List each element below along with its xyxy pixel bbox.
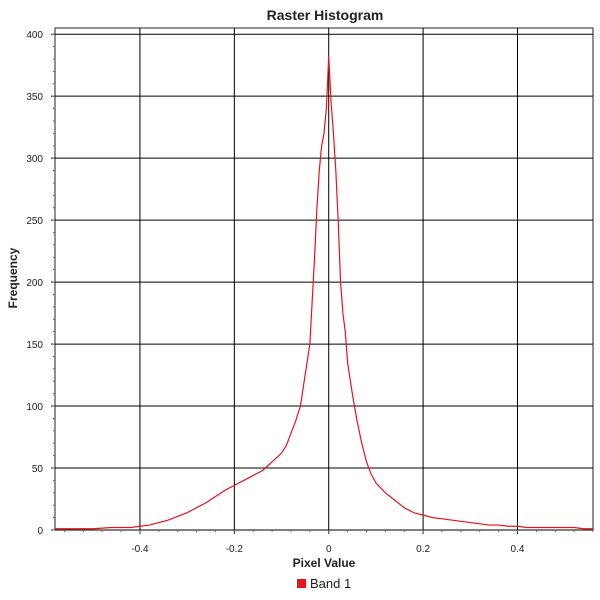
- x-axis-label: Pixel Value: [293, 556, 356, 570]
- legend: Band 1: [297, 576, 351, 591]
- chart-title: Raster Histogram: [267, 7, 384, 23]
- plot-area: [54, 27, 594, 531]
- y-tick-label: 100: [26, 402, 43, 413]
- legend-swatch-band-1: [297, 579, 306, 588]
- y-tick-label: 0: [37, 526, 43, 537]
- y-tick-label: 300: [26, 154, 43, 165]
- y-tick-label: 150: [26, 340, 43, 351]
- x-tick-label: 0.2: [416, 544, 430, 555]
- x-tick-label: -0.4: [131, 544, 149, 555]
- y-axis-ticks: 0 50 100 150 200 250 300 350 400: [26, 30, 55, 537]
- x-tick-label: 0.4: [511, 544, 525, 555]
- legend-label-band-1: Band 1: [310, 576, 351, 591]
- y-tick-label: 250: [26, 216, 43, 227]
- series-line-band-1: [55, 55, 593, 530]
- x-tick-label: -0.2: [226, 544, 244, 555]
- y-tick-label: 400: [26, 30, 43, 41]
- series-layer: [55, 55, 593, 530]
- x-tick-label: 0: [326, 544, 332, 555]
- y-tick-label: 350: [26, 92, 43, 103]
- y-tick-label: 200: [26, 278, 43, 289]
- y-tick-label: 50: [32, 464, 44, 475]
- x-axis-ticks: -0.4 -0.2 0 0.2 0.4: [63, 530, 594, 555]
- grid-lines: [55, 28, 593, 531]
- y-axis-label: Frequency: [6, 247, 20, 308]
